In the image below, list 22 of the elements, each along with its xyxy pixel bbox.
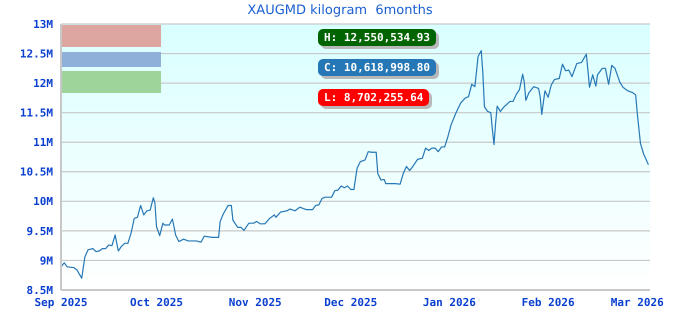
x-tick-label: Sep 2025 [34,296,88,309]
y-tick-label: 8.5M [26,284,54,297]
y-tick-label: 10.5M [20,166,54,179]
annotation: C: 10,618,998.80 [318,59,436,76]
x-tick-label: Feb 2026 [522,296,575,309]
x-tick-label: Oct 2025 [130,296,184,309]
line-series [61,50,650,279]
x-tick-label: Nov 2025 [228,296,282,309]
y-tick-label: 11M [33,136,54,150]
y-tick-label: 11.5M [20,106,54,120]
y-tick-label: 10M [33,195,54,208]
y-tick-label: 12.5M [20,47,54,60]
annotation: L: 8,702,255.64 [318,89,430,106]
x-tick-label: Dec 2025 [324,296,378,309]
x-tick-label: Jan 2026 [422,296,476,309]
annotation: H: 12,550,534.93 [318,29,436,46]
y-tick-label: 13M [33,18,54,31]
x-tick-label: Mar 2026 [610,296,664,309]
y-tick-label: 9.5M [26,224,54,238]
y-tick-label: 9M [40,254,54,268]
y-tick-label: 12M [33,77,54,90]
chart-title: XAUGMD kilogram 6months [246,3,434,18]
